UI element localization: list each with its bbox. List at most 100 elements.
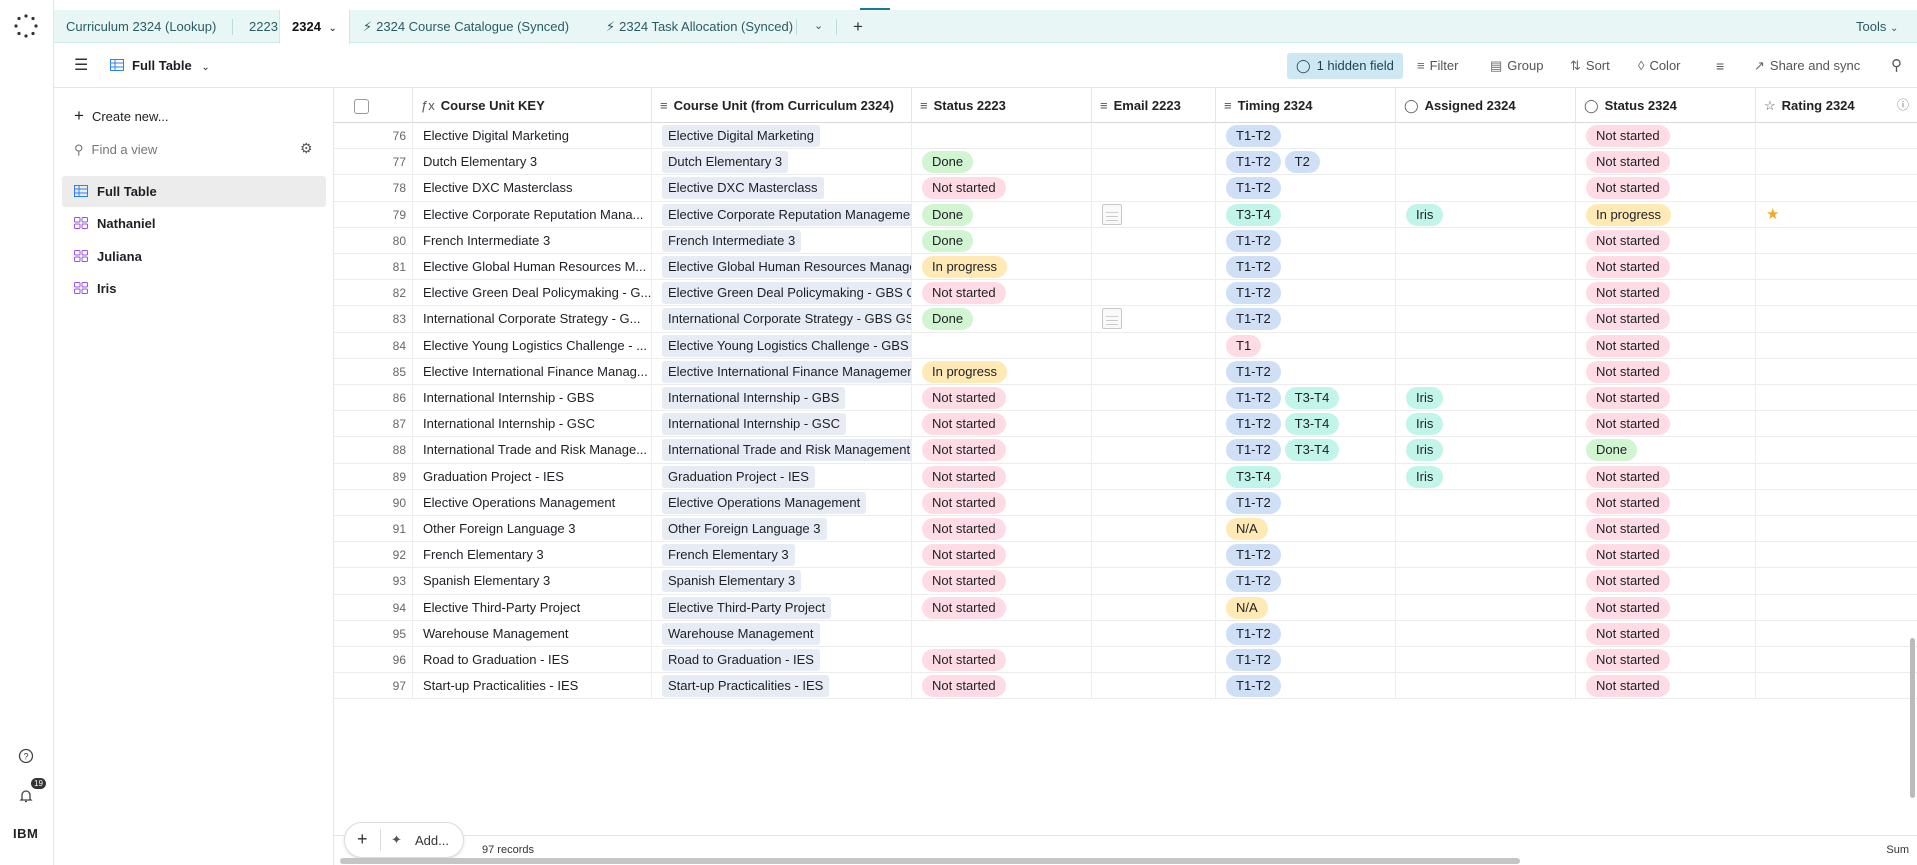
course-unit-key-cell[interactable]: Elective Young Logistics Challenge - ...	[413, 332, 652, 359]
status-2324-cell[interactable]: Not started	[1576, 647, 1756, 674]
email-2223-cell[interactable]	[1092, 280, 1216, 307]
column-header-assigned-2324[interactable]: ◯ Assigned 2324	[1396, 88, 1576, 123]
status-2324-cell[interactable]: Not started	[1576, 123, 1756, 150]
create-view-button[interactable]: + Create new...	[74, 106, 169, 126]
course-unit-cell[interactable]: International Internship - GBS	[652, 385, 912, 412]
course-unit-key-cell[interactable]: Graduation Project - IES	[413, 463, 652, 490]
course-unit-cell[interactable]: International Internship - GSC	[652, 411, 912, 438]
help-icon[interactable]: ?	[15, 745, 37, 767]
assigned-2324-cell[interactable]	[1396, 594, 1576, 621]
course-unit-cell[interactable]: Elective Global Human Resources Managen	[652, 254, 912, 281]
sidebar-item-full-table[interactable]: Full Table	[62, 176, 326, 207]
rating-2324-cell[interactable]	[1756, 385, 1917, 411]
timing-2324-cell[interactable]: N/A	[1216, 516, 1396, 543]
course-unit-cell[interactable]: Elective Green Deal Policymaking - GBS G…	[652, 280, 912, 307]
linked-record-chip[interactable]: International Internship - GSC	[662, 413, 846, 436]
course-unit-key-cell[interactable]: Elective Corporate Reputation Mana...	[413, 201, 652, 228]
rating-2324-cell[interactable]	[1756, 149, 1917, 175]
assigned-2324-cell[interactable]	[1396, 306, 1576, 333]
info-icon[interactable]: ⓘ	[1896, 98, 1909, 112]
course-unit-cell[interactable]: Elective DXC Masterclass	[652, 175, 912, 202]
status-2324-cell[interactable]: Not started	[1576, 254, 1756, 281]
rating-2324-cell[interactable]	[1756, 359, 1917, 385]
status-2324-cell[interactable]: Not started	[1576, 489, 1756, 516]
assigned-2324-cell[interactable]	[1396, 149, 1576, 176]
timing-2324-cell[interactable]: T1-T2	[1216, 620, 1396, 647]
row-height-icon[interactable]: ≡	[1716, 58, 1725, 74]
rating-2324-cell[interactable]	[1756, 647, 1917, 673]
course-unit-cell[interactable]: Road to Graduation - IES	[652, 647, 912, 674]
linked-record-chip[interactable]: Elective Young Logistics Challenge - GBS…	[662, 334, 911, 357]
course-unit-key-cell[interactable]: International Corporate Strategy - G...	[413, 306, 652, 333]
rating-2324-cell[interactable]	[1756, 542, 1917, 568]
assigned-2324-cell[interactable]	[1396, 489, 1576, 516]
course-unit-key-cell[interactable]: International Internship - GBS	[413, 385, 652, 412]
timing-2324-cell[interactable]: T1-T2	[1216, 568, 1396, 595]
linked-record-chip[interactable]: Elective Digital Marketing	[662, 125, 820, 147]
email-2223-cell[interactable]	[1092, 254, 1216, 281]
assigned-2324-cell[interactable]	[1396, 254, 1576, 281]
timing-2324-cell[interactable]: T1-T2	[1216, 254, 1396, 281]
status-2223-cell[interactable]: Not started	[912, 463, 1092, 490]
timing-2324-cell[interactable]: T3-T4	[1216, 201, 1396, 228]
course-unit-key-cell[interactable]: French Elementary 3	[413, 542, 652, 569]
status-2223-cell[interactable]: Not started	[912, 411, 1092, 438]
assigned-2324-cell[interactable]	[1396, 516, 1576, 543]
course-unit-key-cell[interactable]: Other Foreign Language 3	[413, 516, 652, 543]
status-2324-cell[interactable]: Not started	[1576, 594, 1756, 621]
status-2223-cell[interactable]	[912, 332, 1092, 359]
assigned-2324-cell[interactable]	[1396, 123, 1576, 150]
timing-2324-cell[interactable]: T1-T2	[1216, 673, 1396, 700]
workspace-logo-icon[interactable]	[13, 13, 39, 39]
bell-icon[interactable]	[15, 785, 37, 807]
filter-button[interactable]: ≡ Filter	[1417, 44, 1458, 88]
assigned-2324-cell[interactable]: Iris	[1396, 201, 1576, 228]
sidebar-item-juliana[interactable]: Juliana	[62, 241, 326, 272]
column-header-status-2324[interactable]: ◯ Status 2324	[1576, 88, 1756, 123]
email-2223-cell[interactable]	[1092, 568, 1216, 595]
email-2223-cell[interactable]	[1092, 594, 1216, 621]
status-2324-cell[interactable]: Not started	[1576, 385, 1756, 412]
rating-2324-cell[interactable]	[1756, 568, 1917, 594]
email-2223-cell[interactable]	[1092, 332, 1216, 359]
course-unit-key-cell[interactable]: Elective Green Deal Policymaking - G...	[413, 280, 652, 307]
linked-record-chip[interactable]: Elective Global Human Resources Managen	[662, 256, 911, 278]
email-2223-cell[interactable]	[1092, 620, 1216, 647]
timing-2324-cell[interactable]: T1-T2	[1216, 647, 1396, 674]
timing-2324-cell[interactable]: T1-T2 T2	[1216, 149, 1396, 176]
rating-2324-cell[interactable]	[1756, 516, 1917, 542]
course-unit-cell[interactable]: French Intermediate 3	[652, 227, 912, 254]
assigned-2324-cell[interactable]	[1396, 227, 1576, 254]
course-unit-cell[interactable]: Elective International Finance Managemen…	[652, 358, 912, 385]
course-unit-cell[interactable]: French Elementary 3	[652, 542, 912, 569]
plus-icon[interactable]: +	[357, 829, 368, 849]
email-2223-cell[interactable]	[1092, 385, 1216, 412]
share-sync-button[interactable]: ↗ Share and sync	[1754, 44, 1860, 88]
email-2223-cell[interactable]	[1092, 306, 1216, 333]
status-2223-cell[interactable]: Not started	[912, 673, 1092, 700]
course-unit-key-cell[interactable]: Elective International Finance Manag...	[413, 358, 652, 385]
rating-2324-cell[interactable]	[1756, 490, 1917, 516]
status-2223-cell[interactable]: Done	[912, 149, 1092, 176]
status-2223-cell[interactable]: Not started	[912, 594, 1092, 621]
course-unit-cell[interactable]: Other Foreign Language 3	[652, 516, 912, 543]
linked-record-chip[interactable]: Warehouse Management	[662, 622, 820, 645]
assigned-2324-cell[interactable]	[1396, 175, 1576, 202]
timing-2324-cell[interactable]: T1-T2	[1216, 489, 1396, 516]
linked-record-chip[interactable]: International Corporate Strategy - GBS G…	[662, 308, 911, 331]
course-unit-key-cell[interactable]: Spanish Elementary 3	[413, 568, 652, 595]
tools-menu[interactable]: Tools ⌄	[1844, 10, 1910, 43]
linked-record-chip[interactable]: Elective Corporate Reputation Managemen	[662, 203, 911, 226]
linked-record-chip[interactable]: Elective International Finance Managemen…	[662, 360, 911, 383]
course-unit-key-cell[interactable]: Elective Digital Marketing	[413, 123, 652, 150]
status-2324-cell[interactable]: Not started	[1576, 516, 1756, 543]
rating-2324-cell[interactable]	[1756, 673, 1917, 699]
sidebar-item-nathaniel[interactable]: Nathaniel	[62, 208, 326, 239]
timing-2324-cell[interactable]: T1-T2 T3-T4	[1216, 411, 1396, 438]
column-header-rating-2324[interactable]: ☆ Rating 2324 ⓘ	[1756, 88, 1917, 123]
rating-2324-cell[interactable]	[1756, 437, 1917, 463]
assigned-2324-cell[interactable]	[1396, 332, 1576, 359]
column-header-email-2223[interactable]: ≡ Email 2223	[1092, 88, 1216, 123]
course-unit-key-cell[interactable]: Elective Third-Party Project	[413, 594, 652, 621]
horizontal-scrollbar[interactable]	[340, 858, 1520, 864]
